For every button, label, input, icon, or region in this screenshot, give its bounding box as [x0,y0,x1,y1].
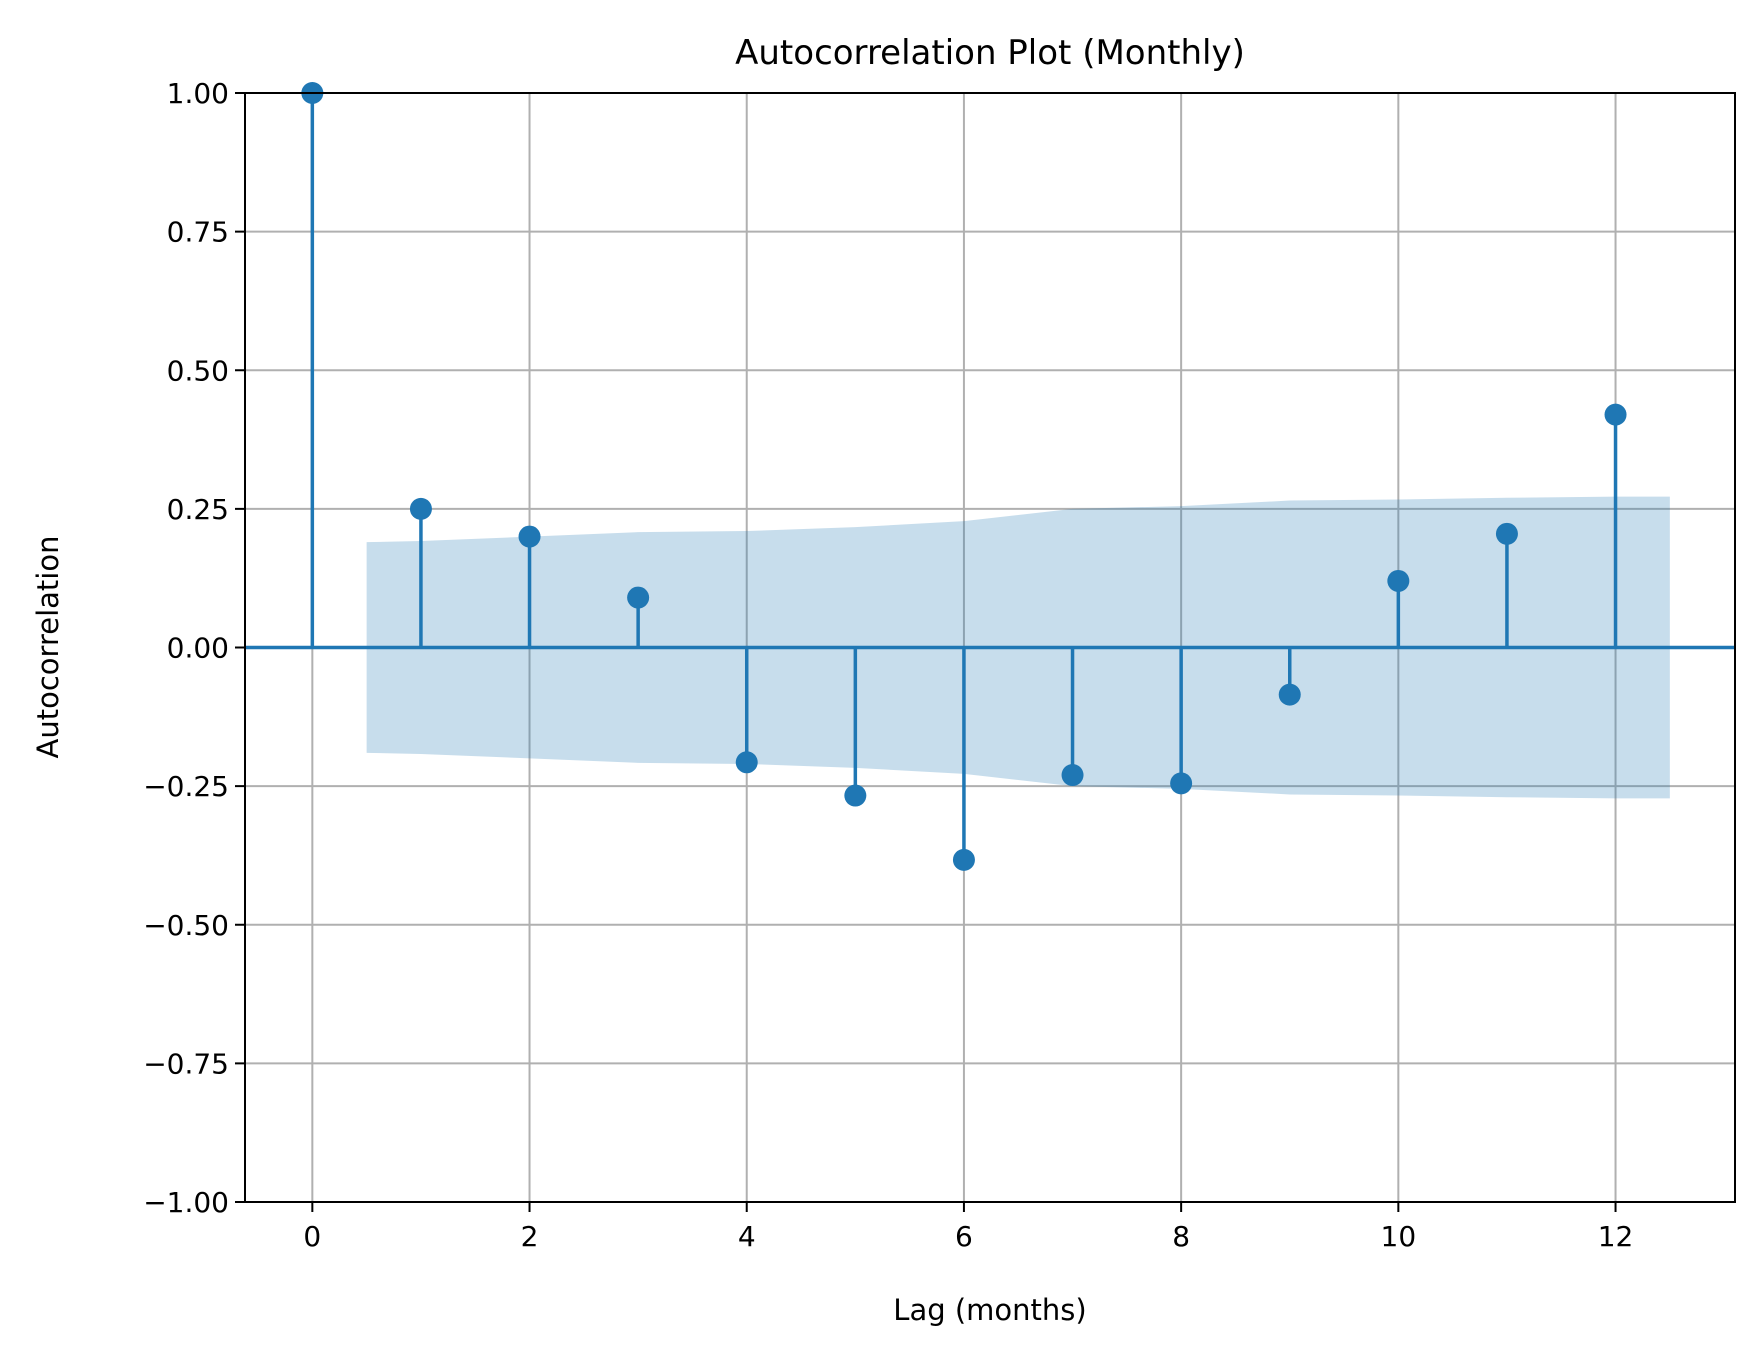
x-tick-label: 4 [738,1220,756,1253]
markers-layer [301,82,1627,871]
acf-marker [1278,683,1301,706]
y-tick-label: −0.50 [143,909,229,942]
y-tick-label: 0.75 [167,216,229,249]
acf-marker [1387,569,1410,592]
x-tick-label: 2 [521,1220,539,1253]
y-axis-title: Autocorrelation [31,536,65,759]
y-tick-label: 0.00 [167,632,229,665]
acf-marker [1495,522,1518,545]
y-tick-label: 0.25 [167,493,229,526]
acf-marker [518,525,541,548]
x-tick-label: 6 [955,1220,973,1253]
x-tick-label: 0 [303,1220,321,1253]
y-tick-label: −1.00 [143,1186,229,1219]
y-tick-label: −0.25 [143,770,229,803]
y-tick-label: −0.75 [143,1047,229,1080]
x-tick-label: 10 [1381,1220,1417,1253]
y-axis: 1.00 0.75 0.50 0.25 0.00 −0.25 −0.50 −0.75 −1.00 [143,77,245,1219]
acf-marker [735,751,758,774]
acf-marker [1604,403,1627,426]
x-axis-title: Lag (months) [893,1293,1086,1327]
acf-marker [627,586,650,609]
x-axis: 0 2 4 6 8 10 12 [303,1202,1633,1253]
chart-title: Autocorrelation Plot (Monthly) [735,33,1245,73]
acf-marker [952,848,975,871]
y-tick-label: 0.50 [167,354,229,387]
stems-layer [310,93,1618,860]
acf-marker [844,784,867,807]
x-tick-label: 12 [1598,1220,1634,1253]
y-tick-label: 1.00 [167,77,229,110]
x-tick-label: 8 [1172,1220,1190,1253]
acf-marker [1061,764,1084,787]
acf-marker [409,497,432,520]
acf-marker [1170,772,1193,795]
